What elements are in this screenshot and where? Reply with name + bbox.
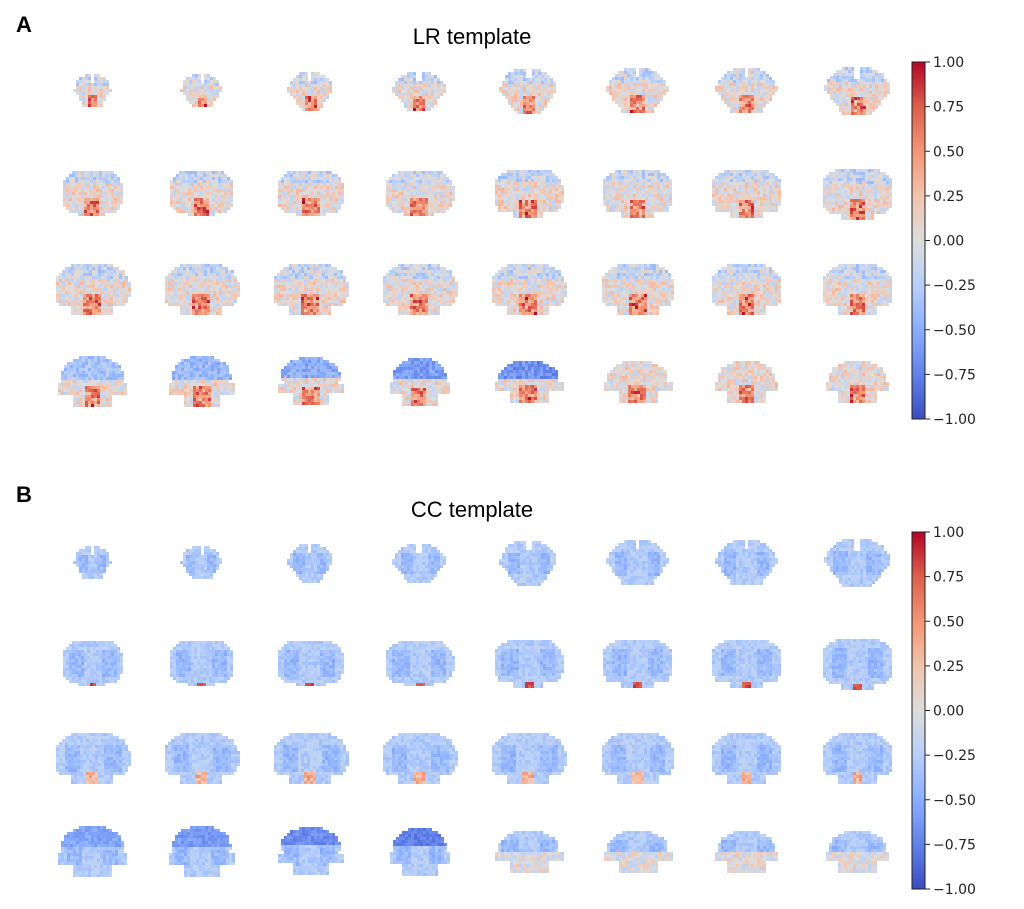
- brain-slice: [499, 69, 556, 114]
- brain-slice: [170, 641, 233, 686]
- brain-slice: [492, 264, 567, 315]
- brain-slice: [499, 541, 556, 586]
- brain-slice: [170, 171, 233, 216]
- brain-slice: [823, 264, 892, 315]
- brain-slice: [58, 826, 127, 877]
- brain-slice: [287, 72, 332, 111]
- brain-slice: [712, 640, 781, 688]
- brain-slice: [715, 361, 778, 403]
- brain-slice: [715, 831, 778, 873]
- brain-slice: [603, 170, 672, 218]
- brain-slice: [823, 733, 892, 784]
- panel-title-a: LR template: [412, 24, 532, 49]
- brain-slice: [492, 733, 567, 784]
- brain-slice: [165, 733, 240, 784]
- brain-slice: [603, 640, 672, 688]
- brain-slice: [278, 641, 344, 686]
- brain-slice: [824, 67, 890, 115]
- brain-slice: [602, 733, 674, 784]
- brain-slice: [606, 540, 669, 585]
- colorbar-tick-label: −1.00: [933, 412, 976, 428]
- brain-slice: [712, 733, 781, 784]
- brain-slice: [386, 641, 455, 686]
- panel-letter-b: B: [16, 482, 32, 507]
- brain-slice: [602, 264, 674, 315]
- colorbar-tick-label: 0.75: [933, 570, 964, 586]
- colorbar-b-ticks: 1.00 0.75 0.50 0.25 0.00 −0.25 −0.50 −0.75 −1.00: [925, 525, 976, 898]
- brain-slice: [495, 831, 564, 873]
- colorbar-a-ticks: 1.00 0.75 0.50 0.25 0.00 −0.25 −0.50 −0.75 −1.00: [925, 55, 976, 428]
- brain-slice: [824, 539, 890, 587]
- brain-slice: [56, 264, 131, 315]
- brain-slice: [278, 357, 344, 405]
- brain-slice: [180, 546, 222, 579]
- colorbar-b-gradient: [911, 531, 926, 890]
- colorbar-tick-label: −1.00: [933, 882, 976, 898]
- brain-slice: [823, 639, 892, 690]
- brain-slice: [715, 68, 778, 113]
- brain-slice: [63, 171, 123, 216]
- brain-slice: [278, 827, 344, 875]
- colorbar-tick-label: 1.00: [933, 525, 964, 541]
- brain-slice: [823, 169, 892, 220]
- brain-slice: [274, 264, 349, 315]
- brain-slice: [392, 72, 446, 111]
- brain-slice: [712, 170, 781, 218]
- colorbar-tick-label: −0.75: [933, 367, 976, 383]
- colorbar-tick-label: 0.25: [933, 189, 964, 205]
- brain-slice: [274, 733, 349, 784]
- brain-slice: [63, 641, 123, 686]
- colorbar-a: 1.00 0.75 0.50 0.25 0.00 −0.25 −0.50 −0.75 −1.00: [911, 55, 976, 428]
- brain-slice: [390, 358, 450, 406]
- brain-slice: [169, 356, 235, 407]
- colorbar-a-gradient: [911, 61, 926, 420]
- colorbar-tick-label: −0.25: [933, 278, 976, 294]
- brain-slice: [604, 361, 673, 403]
- brain-slice: [715, 540, 778, 585]
- brain-slice: [278, 171, 344, 216]
- brain-slice: [180, 74, 222, 107]
- brain-slice: [495, 640, 564, 688]
- brain-slice: [386, 171, 455, 216]
- brain-slice: [287, 544, 332, 583]
- brain-slice: [58, 356, 127, 407]
- brain-slice: [383, 264, 458, 315]
- colorbar-tick-label: 0.00: [933, 704, 964, 720]
- brain-slice: [495, 361, 564, 403]
- brain-slice: [712, 264, 781, 315]
- brain-slice: [390, 828, 450, 876]
- colorbar-tick-label: −0.50: [933, 793, 976, 809]
- colorbar-tick-label: 0.25: [933, 659, 964, 675]
- brain-slice: [826, 831, 889, 873]
- brain-slice: [606, 68, 669, 113]
- brain-slice: [383, 733, 458, 784]
- colorbar-tick-label: 1.00: [933, 55, 964, 71]
- brain-slice: [73, 546, 112, 579]
- colorbar-b: 1.00 0.75 0.50 0.25 0.00 −0.25 −0.50 −0.75 −1.00: [911, 525, 976, 898]
- colorbar-tick-label: −0.25: [933, 748, 976, 764]
- brain-slice: [56, 733, 131, 784]
- brain-slice: [169, 826, 235, 877]
- colorbar-tick-label: 0.50: [933, 144, 964, 160]
- panel-title-b: CC template: [410, 497, 534, 522]
- panel-letter-a: A: [16, 12, 32, 37]
- brain-slice: [73, 74, 112, 107]
- slice-grid-b: [56, 539, 892, 877]
- brain-slice: [165, 264, 240, 315]
- colorbar-tick-label: −0.75: [933, 837, 976, 853]
- colorbar-tick-label: 0.50: [933, 614, 964, 630]
- colorbar-tick-label: 0.00: [933, 234, 964, 250]
- brain-slice: [604, 831, 673, 873]
- brain-slice: [392, 544, 446, 583]
- brain-slice: [495, 170, 564, 218]
- colorbar-tick-label: −0.50: [933, 323, 976, 339]
- slice-grid-a: [56, 67, 892, 407]
- colorbar-tick-label: 0.75: [933, 100, 964, 116]
- brain-slice: [826, 361, 889, 403]
